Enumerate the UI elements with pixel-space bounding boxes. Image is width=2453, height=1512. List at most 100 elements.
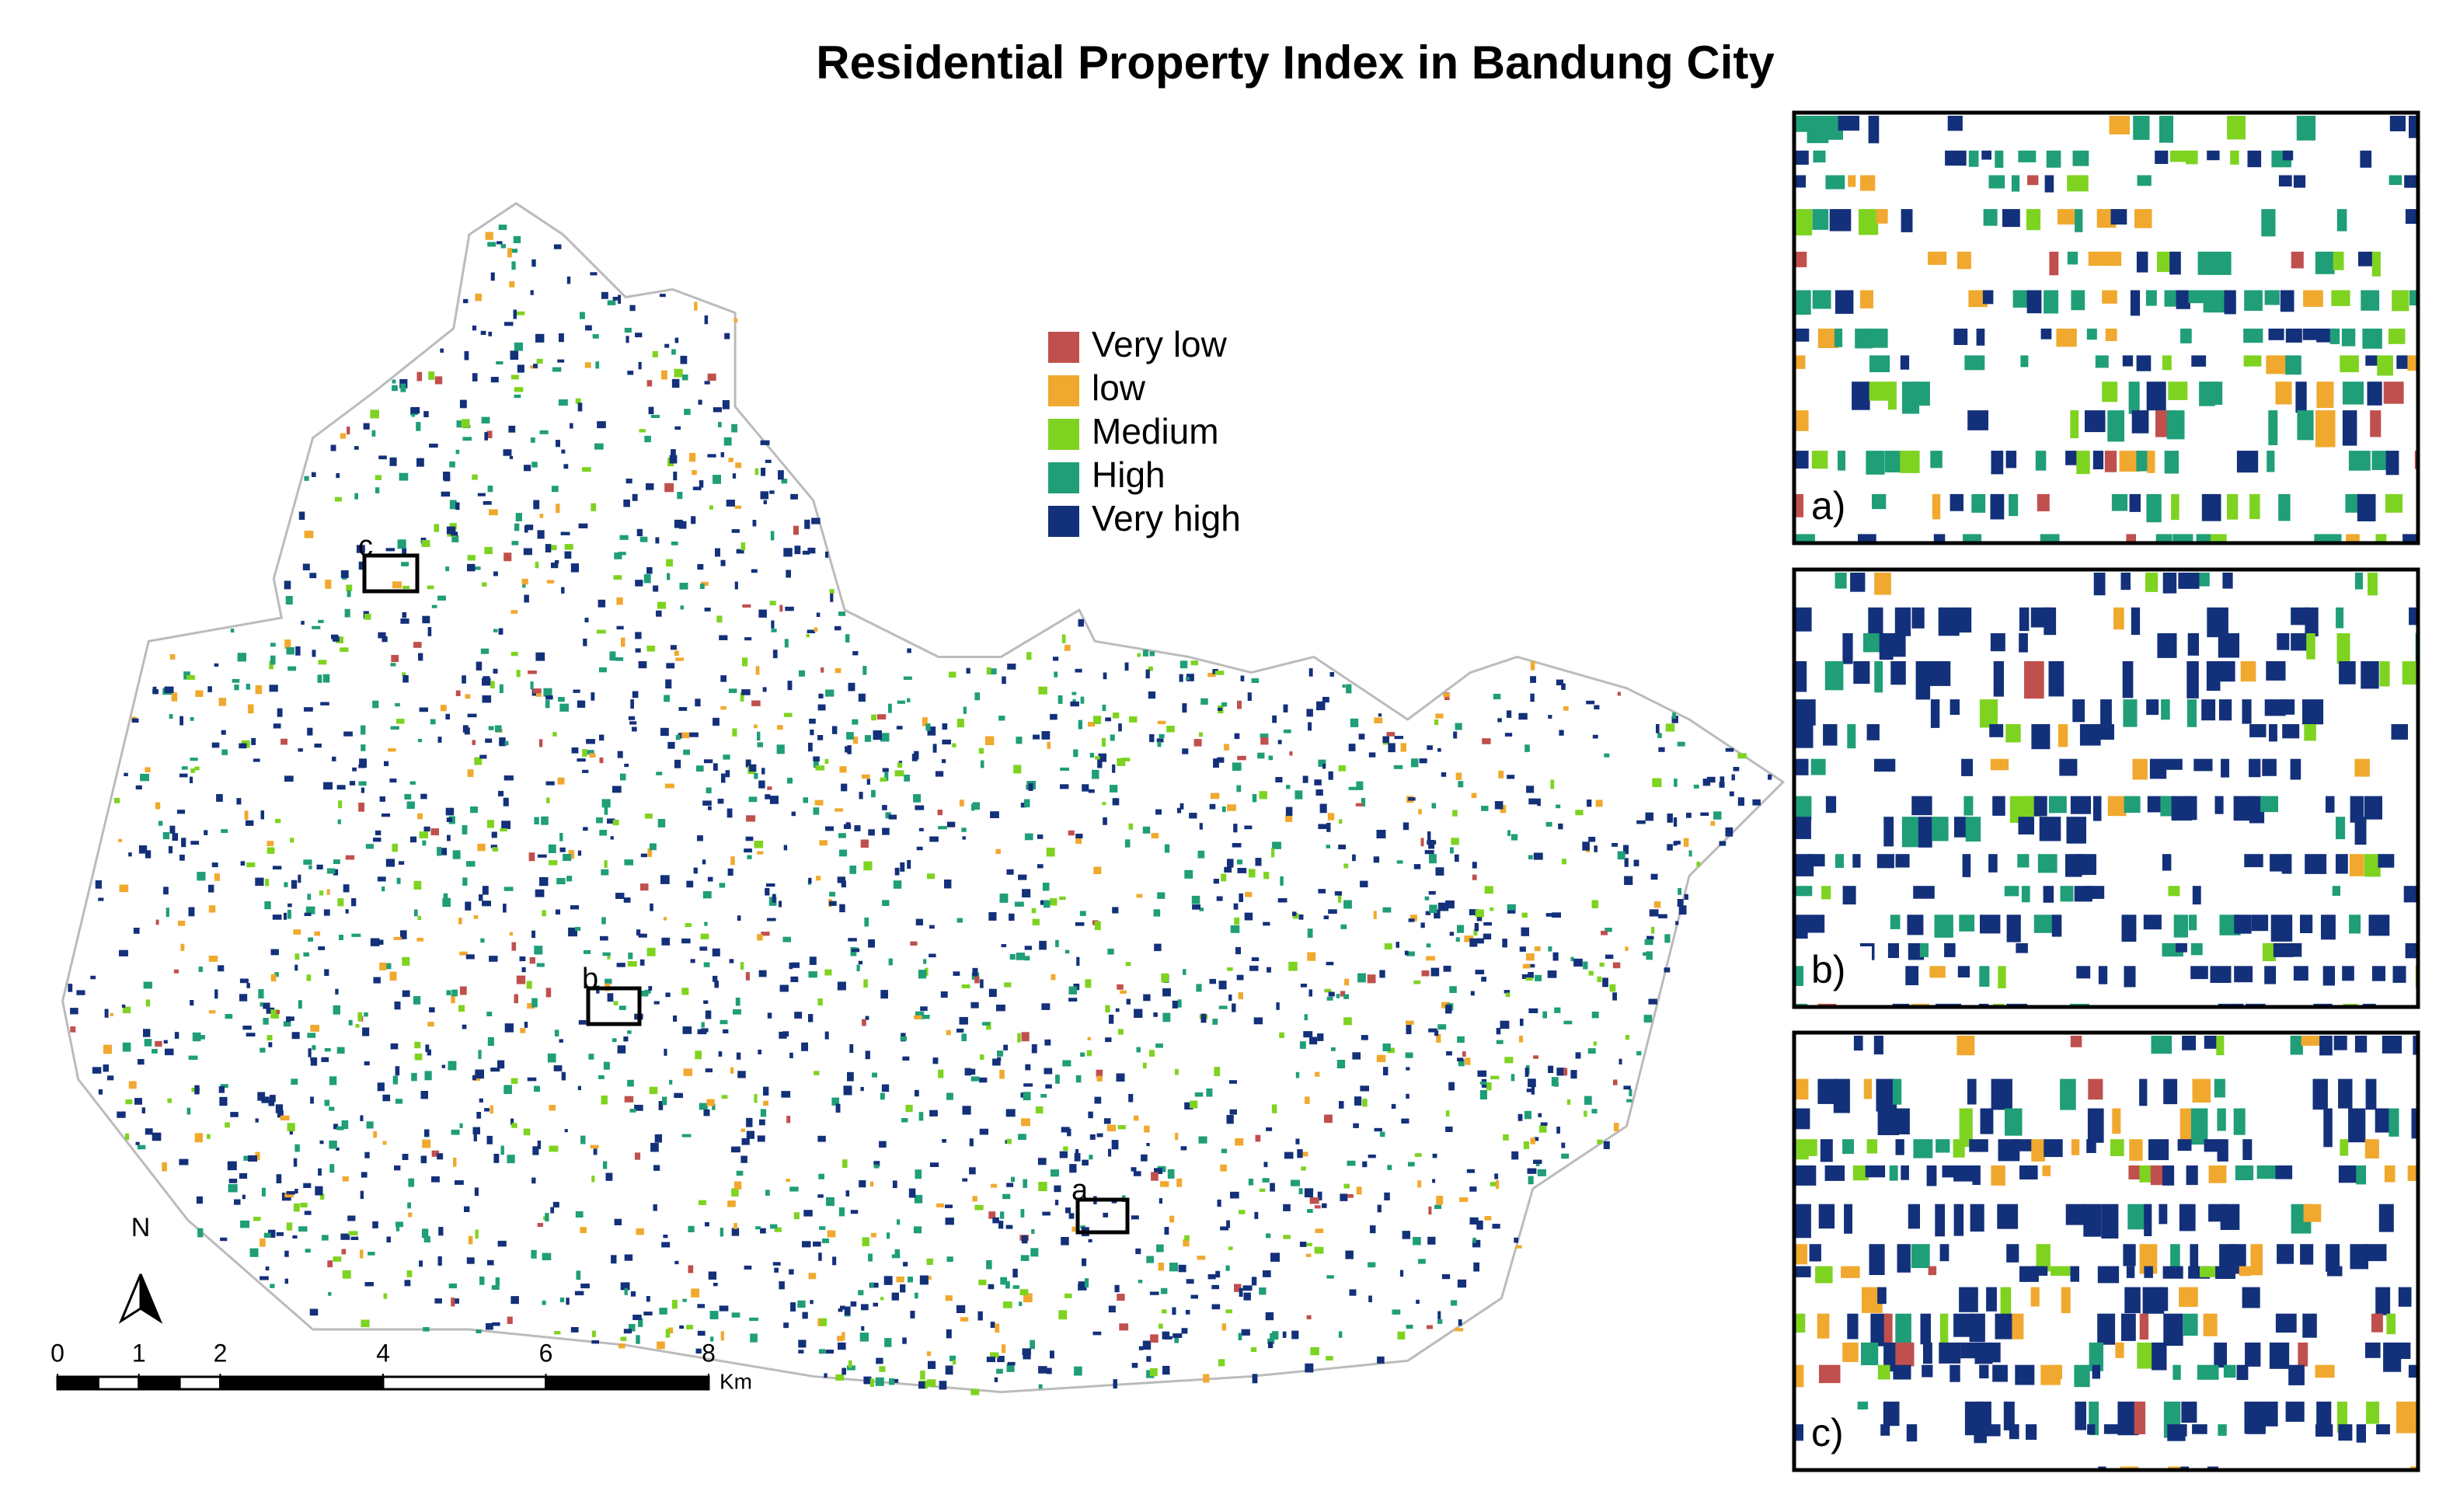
inset-building — [2242, 1287, 2260, 1308]
building-patch — [1054, 671, 1058, 678]
building-patch — [956, 719, 964, 728]
building-patch — [682, 375, 688, 381]
building-patch — [275, 818, 281, 824]
inset-building — [1858, 534, 1876, 542]
inset-building — [2058, 724, 2068, 747]
building-patch — [1162, 1012, 1171, 1023]
building-patch — [272, 915, 282, 920]
building-patch — [1664, 967, 1671, 973]
building-patch — [1534, 1137, 1539, 1141]
building-patch — [1112, 798, 1120, 806]
building-patch — [417, 915, 422, 921]
inset-building — [2065, 451, 2078, 465]
building-patch — [1096, 1133, 1103, 1137]
building-patch — [472, 326, 477, 331]
inset-building — [2405, 209, 2416, 225]
building-patch — [715, 548, 720, 557]
building-patch — [620, 1282, 630, 1291]
building-patch — [360, 1115, 364, 1121]
building-patch — [678, 707, 688, 711]
building-patch — [1284, 1151, 1294, 1159]
inset-building — [1796, 1364, 1804, 1388]
building-patch — [942, 1139, 946, 1143]
inset-building — [2362, 1003, 2376, 1005]
building-patch — [893, 880, 902, 889]
inset-building — [2016, 942, 2028, 953]
building-patch — [713, 763, 718, 771]
building-patch — [946, 1029, 951, 1036]
building-patch — [960, 1317, 969, 1322]
building-patch — [635, 648, 641, 653]
inset-building — [1915, 661, 1931, 700]
building-patch — [1458, 781, 1464, 788]
building-patch — [786, 1116, 791, 1124]
building-patch — [1243, 1292, 1251, 1301]
building-patch — [785, 606, 794, 611]
building-patch — [467, 555, 476, 561]
building-patch — [634, 1104, 643, 1111]
building-patch — [510, 1296, 519, 1305]
building-patch — [1262, 1178, 1270, 1183]
building-patch — [336, 785, 346, 790]
building-patch — [1183, 969, 1186, 975]
inset-building — [2039, 817, 2061, 841]
building-patch — [596, 817, 603, 824]
building-patch — [1521, 974, 1528, 979]
building-patch — [935, 771, 944, 777]
building-patch — [1103, 672, 1107, 680]
building-patch — [556, 878, 566, 885]
inset-building — [1835, 573, 1847, 589]
building-patch — [484, 432, 488, 441]
inset-building — [2371, 1313, 2383, 1333]
inset-building — [1890, 915, 1901, 929]
building-patch — [737, 1071, 746, 1078]
building-patch — [891, 1292, 899, 1301]
building-patch — [416, 371, 423, 381]
inset-building — [2134, 1401, 2146, 1434]
inset-building — [2112, 1108, 2121, 1134]
inset-building — [1968, 150, 1979, 167]
building-patch — [1367, 974, 1376, 984]
building-patch — [1588, 970, 1594, 976]
building-patch — [1179, 803, 1184, 810]
inset-building — [1867, 493, 1887, 510]
building-patch — [555, 909, 560, 915]
building-patch — [767, 918, 776, 921]
building-patch — [882, 900, 890, 906]
building-patch — [424, 1071, 432, 1081]
building-patch — [257, 1092, 266, 1101]
building-patch — [1002, 676, 1006, 685]
inset-building — [2246, 1003, 2266, 1005]
legend-label: low — [1092, 368, 1146, 408]
zoom-box-label: c — [358, 530, 373, 563]
building-patch — [1075, 834, 1083, 838]
inset-building — [1796, 451, 1809, 469]
inset-building — [2048, 661, 2064, 697]
inset-building — [2389, 116, 2406, 131]
inset-building — [2206, 661, 2221, 692]
inset-building — [1957, 607, 1972, 633]
building-patch — [808, 877, 812, 883]
building-patch — [938, 1069, 944, 1078]
building-patch — [602, 952, 611, 956]
inset-building — [2364, 854, 2381, 877]
inset-building — [2293, 966, 2308, 981]
building-patch — [1528, 798, 1538, 805]
inset-building — [2098, 1466, 2106, 1468]
building-patch — [1623, 845, 1629, 855]
inset-building — [1986, 1342, 2001, 1363]
building-patch — [1074, 1153, 1081, 1162]
inset-building — [1988, 854, 1998, 873]
building-patch — [1523, 1141, 1529, 1149]
building-patch — [761, 768, 765, 775]
building-patch — [1597, 1139, 1603, 1144]
building-patch — [760, 440, 770, 445]
building-patch — [1437, 1024, 1447, 1030]
building-patch — [325, 580, 332, 589]
inset-building — [1992, 1364, 2008, 1382]
building-patch — [284, 1278, 288, 1284]
building-patch — [319, 890, 324, 896]
building-patch — [186, 674, 195, 680]
building-patch — [771, 629, 777, 632]
building-patch — [627, 961, 637, 967]
